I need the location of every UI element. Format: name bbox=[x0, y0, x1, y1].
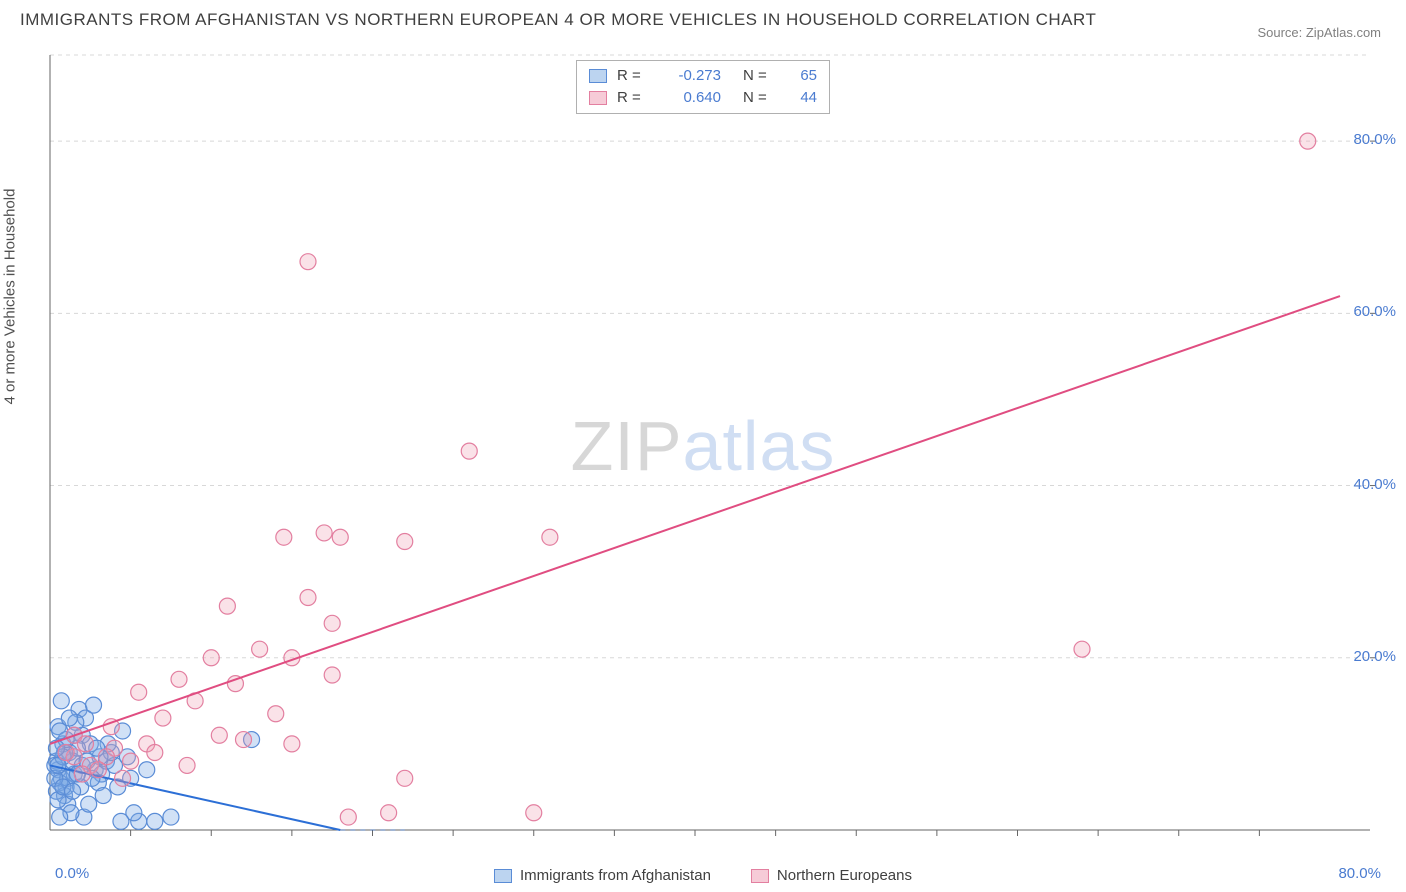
legend-n-value: 65 bbox=[787, 65, 817, 87]
legend-stats: R = -0.273 N = 65 R = 0.640 N = 44 bbox=[576, 60, 830, 114]
legend-n-label: N = bbox=[743, 65, 777, 87]
legend-series-label: Northern Europeans bbox=[777, 867, 912, 884]
legend-series: Immigrants from Afghanistan Northern Euro… bbox=[494, 867, 912, 884]
legend-swatch bbox=[589, 69, 607, 83]
legend-swatch bbox=[589, 91, 607, 105]
legend-swatch bbox=[751, 869, 769, 883]
legend-r-label: R = bbox=[617, 87, 651, 109]
legend-r-value: 0.640 bbox=[661, 87, 721, 109]
y-tick-label: 20.0% bbox=[1353, 648, 1396, 665]
x-axis-min-label: 0.0% bbox=[55, 865, 89, 882]
scatter-chart bbox=[0, 0, 1406, 892]
legend-series-item: Immigrants from Afghanistan bbox=[494, 867, 711, 884]
legend-swatch bbox=[494, 869, 512, 883]
y-tick-label: 60.0% bbox=[1353, 303, 1396, 320]
y-tick-label: 80.0% bbox=[1353, 131, 1396, 148]
legend-r-label: R = bbox=[617, 65, 651, 87]
x-axis-max-label: 80.0% bbox=[1338, 865, 1381, 882]
legend-series-label: Immigrants from Afghanistan bbox=[520, 867, 711, 884]
legend-n-label: N = bbox=[743, 87, 777, 109]
legend-n-value: 44 bbox=[787, 87, 817, 109]
legend-r-value: -0.273 bbox=[661, 65, 721, 87]
y-tick-label: 40.0% bbox=[1353, 476, 1396, 493]
legend-series-item: Northern Europeans bbox=[751, 867, 912, 884]
legend-stats-row: R = 0.640 N = 44 bbox=[589, 87, 817, 109]
legend-stats-row: R = -0.273 N = 65 bbox=[589, 65, 817, 87]
